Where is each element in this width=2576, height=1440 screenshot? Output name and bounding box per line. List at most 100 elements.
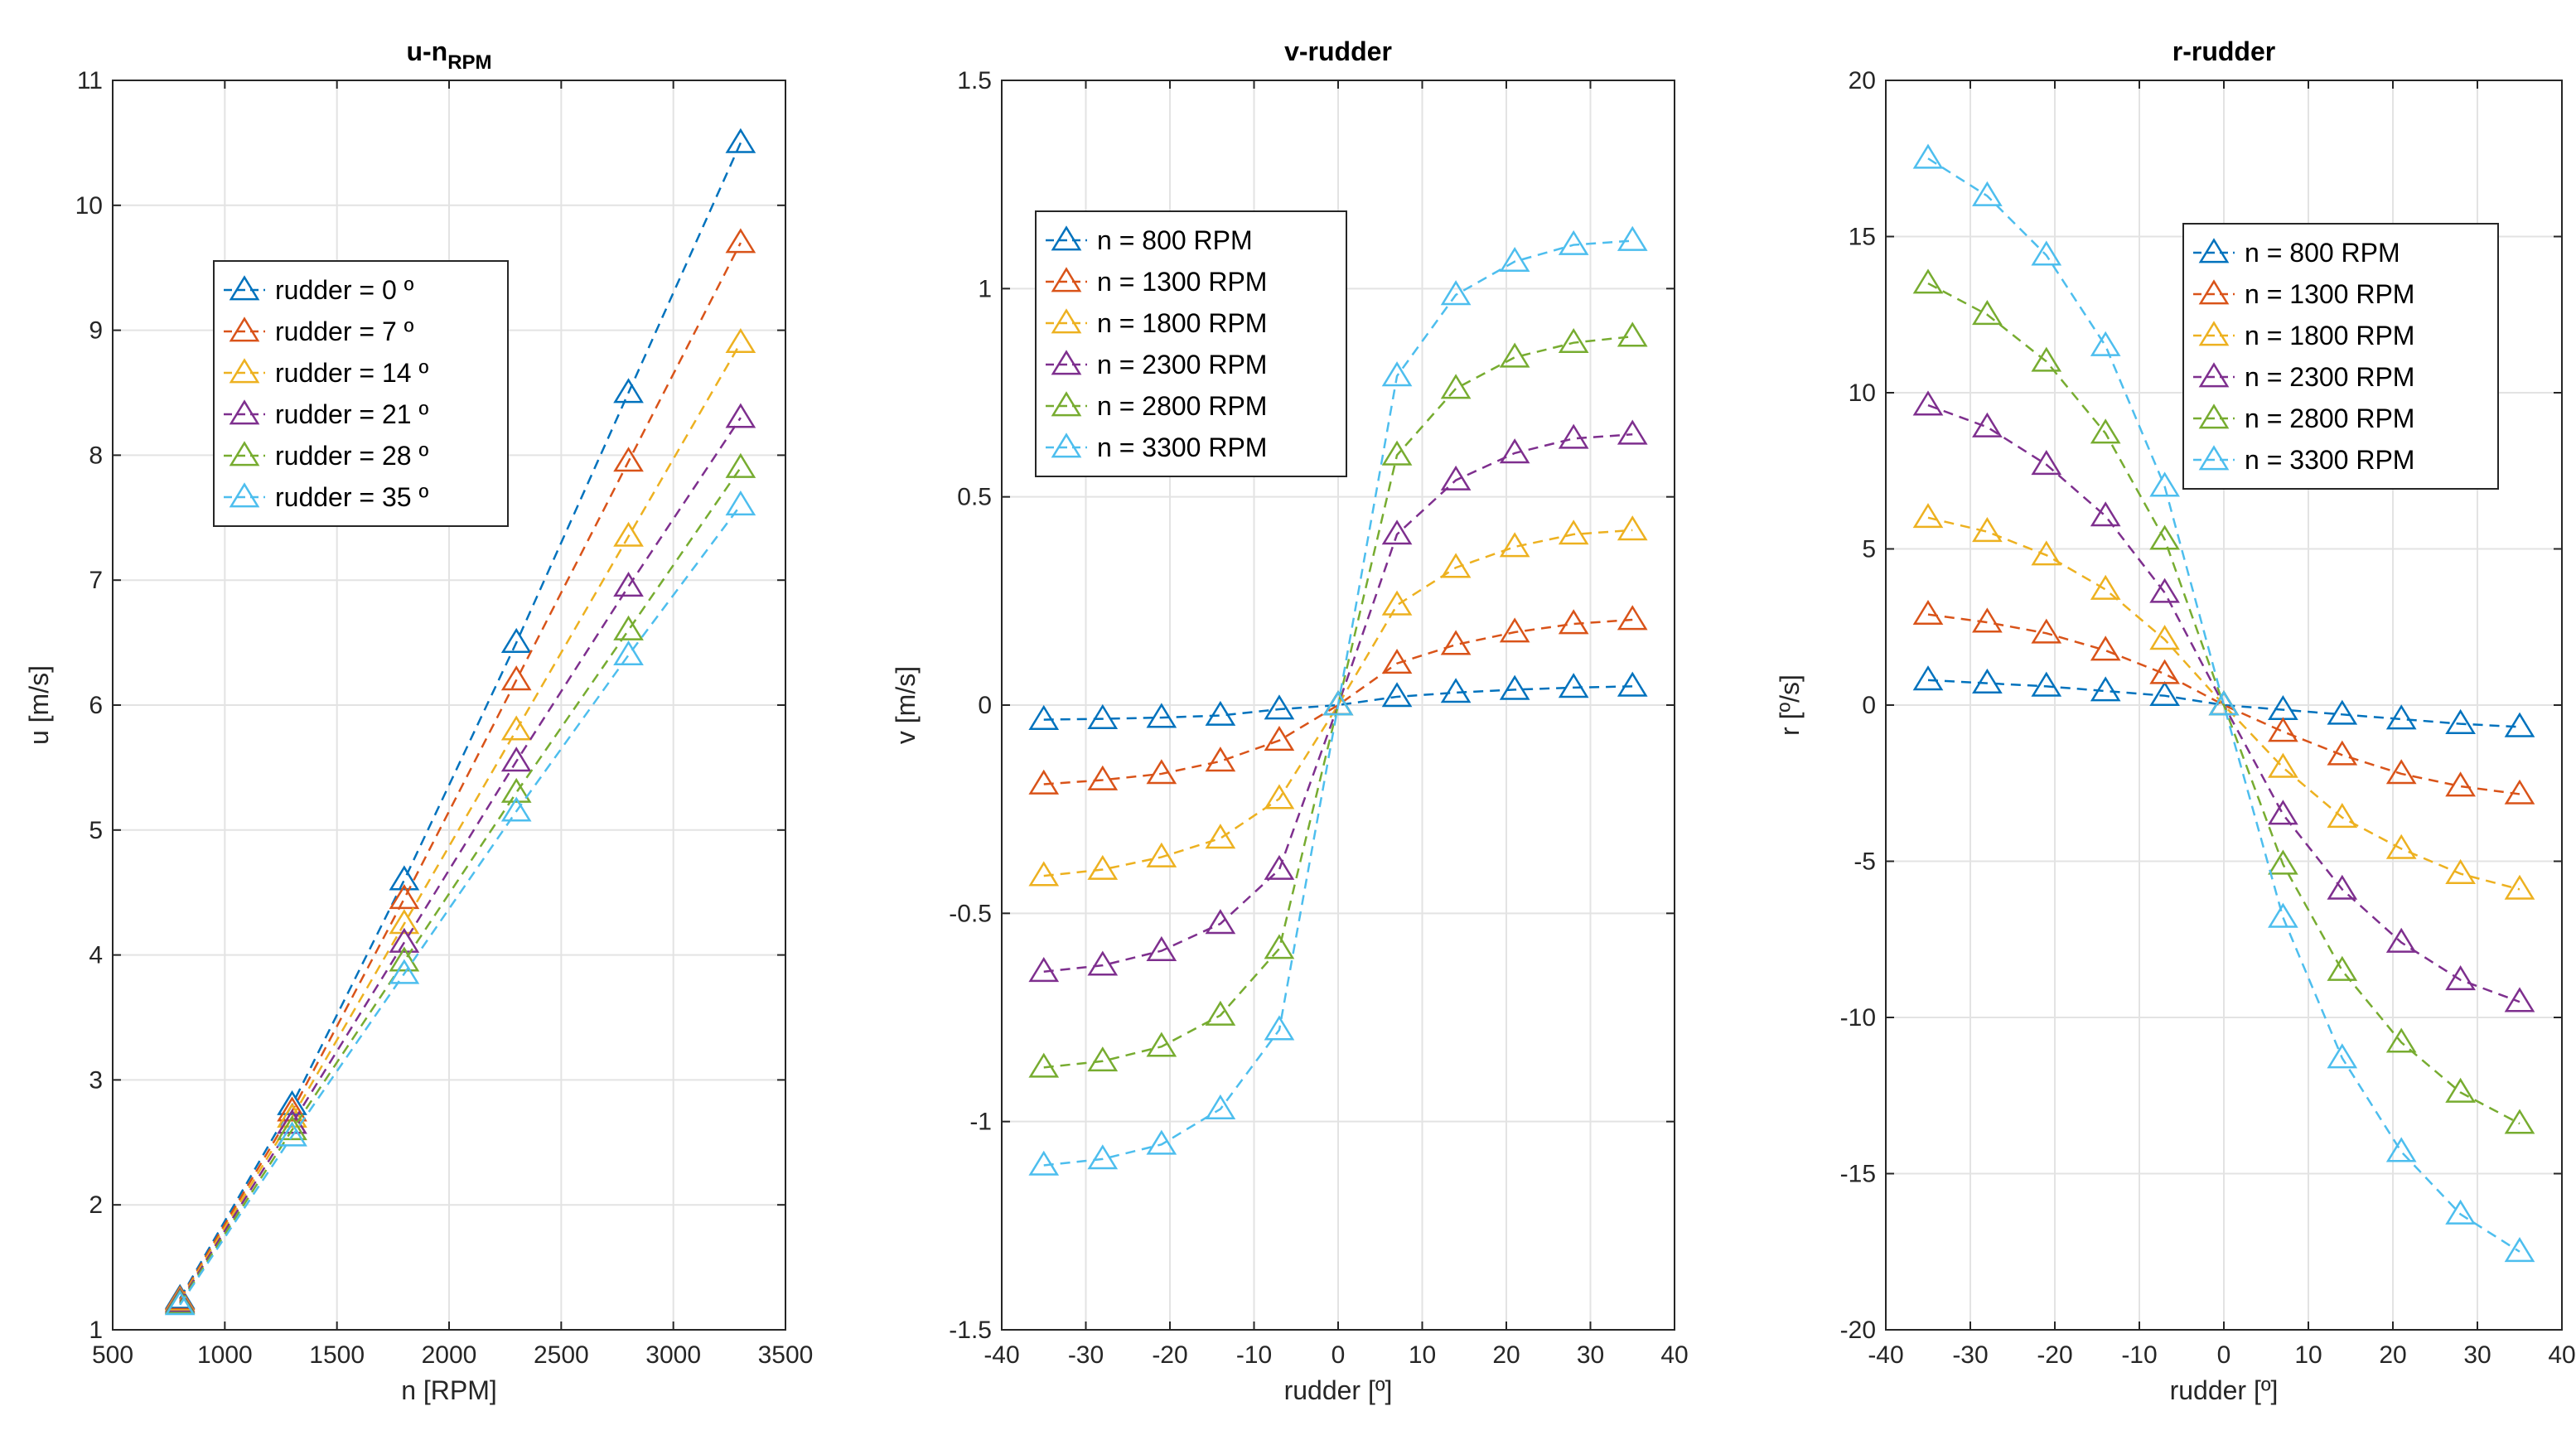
data-point bbox=[277, 1109, 307, 1134]
x-tick-label: -30 bbox=[1952, 1341, 1988, 1369]
chart-title: r-rudder bbox=[2172, 36, 2275, 66]
legend-marker bbox=[2198, 238, 2230, 263]
data-point bbox=[2327, 955, 2358, 981]
data-point bbox=[1440, 678, 1472, 703]
series-line bbox=[1927, 613, 2520, 795]
legend-marker bbox=[2198, 321, 2230, 346]
data-point bbox=[1912, 268, 1944, 294]
data-point bbox=[1440, 374, 1472, 399]
legend: rudder = 0 º rudder = 7 º rudder = 14 º rud… bbox=[213, 260, 509, 527]
series-line bbox=[179, 342, 742, 1302]
series-1 bbox=[1028, 671, 1648, 730]
panel-3: -40 -30 -20 -10 0 10 20 30 40 -20 -15 -10 -5 0 5 10 15 20… bbox=[1775, 36, 2576, 1405]
y-tick-label: 1 bbox=[978, 275, 992, 302]
data-point bbox=[1440, 630, 1472, 655]
data-point bbox=[2090, 501, 2121, 527]
y-tick-label: -1.5 bbox=[949, 1317, 992, 1344]
data-point bbox=[1087, 703, 1119, 729]
data-point bbox=[1205, 747, 1236, 772]
series-line bbox=[179, 242, 742, 1301]
x-axis-label: n [RPM] bbox=[401, 1375, 497, 1405]
data-point bbox=[1972, 412, 2003, 437]
data-point bbox=[2445, 771, 2476, 797]
data-point bbox=[2327, 1043, 2358, 1069]
x-tick-label: 20 bbox=[1492, 1341, 1520, 1369]
legend-marker bbox=[1051, 308, 1082, 334]
x-tick-label: -10 bbox=[1236, 1341, 1272, 1369]
legend-label: rudder = 21 º bbox=[275, 399, 428, 429]
x-tick-label: 10 bbox=[1409, 1341, 1436, 1369]
x-tick-label: -20 bbox=[1152, 1341, 1187, 1369]
data-point bbox=[1205, 824, 1236, 849]
data-point bbox=[2327, 699, 2358, 725]
data-point bbox=[2504, 1109, 2535, 1134]
series-2 bbox=[1028, 605, 1648, 795]
data-point bbox=[1617, 321, 1648, 347]
data-point bbox=[2445, 1077, 2476, 1103]
legend-label: n = 1800 RPM bbox=[1097, 308, 1267, 338]
series-line bbox=[179, 466, 742, 1305]
data-point bbox=[1264, 854, 1295, 880]
data-point bbox=[2149, 524, 2180, 550]
legend-marker bbox=[1051, 225, 1082, 251]
data-point bbox=[2327, 803, 2358, 829]
y-tick-label: 10 bbox=[1849, 379, 1876, 407]
data-point bbox=[1617, 605, 1648, 631]
data-point bbox=[1617, 225, 1648, 251]
data-point bbox=[1087, 1046, 1119, 1072]
data-point bbox=[1558, 519, 1589, 545]
legend-marker bbox=[1051, 432, 1082, 458]
legend-marker bbox=[2198, 279, 2230, 305]
legend-marker bbox=[1051, 267, 1082, 292]
x-axis-label: rudder [º] bbox=[2170, 1375, 2279, 1405]
legend-label: rudder = 35 º bbox=[275, 482, 428, 512]
x-tick-label: 10 bbox=[2294, 1341, 2322, 1369]
data-point bbox=[1205, 700, 1236, 726]
series-6 bbox=[1028, 225, 1648, 1176]
series-line bbox=[1043, 239, 1633, 1167]
legend-label: n = 2300 RPM bbox=[1097, 350, 1267, 379]
data-point bbox=[1558, 423, 1589, 449]
series-line bbox=[1927, 282, 2520, 1125]
chart-title: u-nRPM bbox=[406, 36, 491, 74]
data-point bbox=[2504, 779, 2535, 805]
series-line bbox=[179, 142, 742, 1299]
data-point bbox=[2268, 902, 2298, 928]
y-axis-label: u [m/s] bbox=[24, 665, 54, 745]
panel-2: -40 -30 -20 -10 0 10 20 30 40 -1.5 -1 -0.5 0 0.5 1 1.5 r… bbox=[891, 36, 1689, 1405]
y-tick-label: 10 bbox=[75, 192, 103, 220]
legend-label: n = 3300 RPM bbox=[2245, 445, 2414, 475]
data-point bbox=[2268, 800, 2298, 825]
data-point bbox=[1558, 673, 1589, 698]
x-axis-label: rudder [º] bbox=[1284, 1375, 1393, 1405]
data-point bbox=[2504, 874, 2535, 900]
data-point bbox=[2090, 635, 2121, 661]
data-point bbox=[2385, 1137, 2417, 1162]
data-point bbox=[1972, 607, 2003, 633]
data-point bbox=[2268, 717, 2298, 742]
data-point bbox=[389, 946, 420, 972]
legend-marker bbox=[2198, 403, 2230, 429]
data-point bbox=[725, 490, 756, 516]
y-tick-label: 6 bbox=[89, 692, 103, 719]
data-point bbox=[1617, 515, 1648, 541]
data-point bbox=[1146, 1129, 1177, 1155]
legend-label: n = 2800 RPM bbox=[2245, 403, 2414, 433]
data-point bbox=[1087, 765, 1119, 790]
data-point bbox=[389, 865, 420, 891]
x-tick-label: 500 bbox=[92, 1341, 133, 1369]
data-point bbox=[1264, 694, 1295, 720]
series-2 bbox=[164, 228, 756, 1311]
data-point bbox=[1087, 854, 1119, 880]
y-tick-label: 4 bbox=[89, 942, 103, 969]
data-point bbox=[1972, 181, 2003, 206]
y-tick-label: 0 bbox=[978, 692, 992, 719]
data-point bbox=[1087, 1144, 1119, 1170]
data-point bbox=[1205, 909, 1236, 935]
data-point bbox=[1381, 440, 1413, 466]
y-tick-label: 5 bbox=[1862, 536, 1876, 563]
x-tick-label: 1500 bbox=[309, 1341, 365, 1369]
data-point bbox=[1499, 246, 1530, 273]
data-point bbox=[1028, 1052, 1060, 1078]
